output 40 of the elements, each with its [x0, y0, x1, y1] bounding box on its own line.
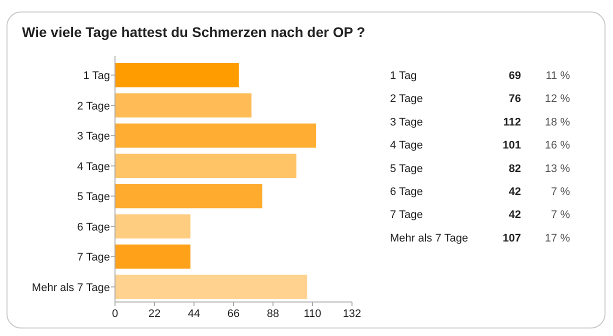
text: 76 — [508, 93, 521, 106]
y-tick-label: 5 Tage — [77, 191, 110, 204]
text: 112 — [503, 116, 521, 128]
y-tick-label: 4 Tage — [77, 160, 110, 173]
x-tick-label: 66 — [227, 308, 240, 320]
x-tick-label: 0 — [112, 308, 118, 320]
text: 82 — [508, 162, 521, 175]
text: 101 — [502, 140, 521, 152]
y-tick-label: 6 Tage — [77, 221, 110, 234]
text: 16 % — [544, 140, 570, 152]
x-tick-label: 22 — [148, 308, 161, 320]
y-tick-label: 3 Tage — [77, 130, 110, 143]
y-tick-label: Mehr als 7 Tage — [32, 282, 110, 294]
category-label: 1 Tag — [390, 70, 417, 82]
category-label: 5 Tage — [390, 162, 423, 175]
text: 7 % — [551, 186, 570, 198]
category-label: 2 Tage — [390, 93, 423, 106]
text: 69 — [508, 70, 521, 82]
text: 42 — [508, 209, 521, 222]
text: 42 — [508, 186, 521, 198]
text: 17 % — [544, 232, 570, 244]
y-tick-label: 7 Tage — [77, 252, 110, 264]
x-tick-label: 132 — [342, 308, 362, 320]
text: 18 % — [544, 116, 570, 128]
category-label: 4 Tage — [390, 140, 423, 152]
chart-title: Wie viele Tage hattest du Schmerzen nach der OP ? — [22, 24, 366, 40]
text: 7 % — [551, 209, 570, 222]
category-label: Mehr als 7 Tage — [390, 232, 468, 244]
category-label: 6 Tage — [390, 186, 423, 198]
text: 12 % — [544, 93, 570, 106]
y-tick-label: 1 Tag — [83, 70, 110, 82]
category-label: 3 Tage — [390, 116, 423, 128]
y-tick-label: 2 Tage — [77, 100, 110, 112]
text: 107 — [502, 232, 521, 244]
category-label: 7 Tage — [390, 209, 423, 222]
x-tick-label: 110 — [304, 308, 322, 320]
text: 13 % — [544, 162, 570, 175]
x-tick-label: 44 — [188, 308, 200, 320]
text: 11 % — [546, 70, 570, 82]
x-tick-label: 88 — [266, 308, 280, 320]
